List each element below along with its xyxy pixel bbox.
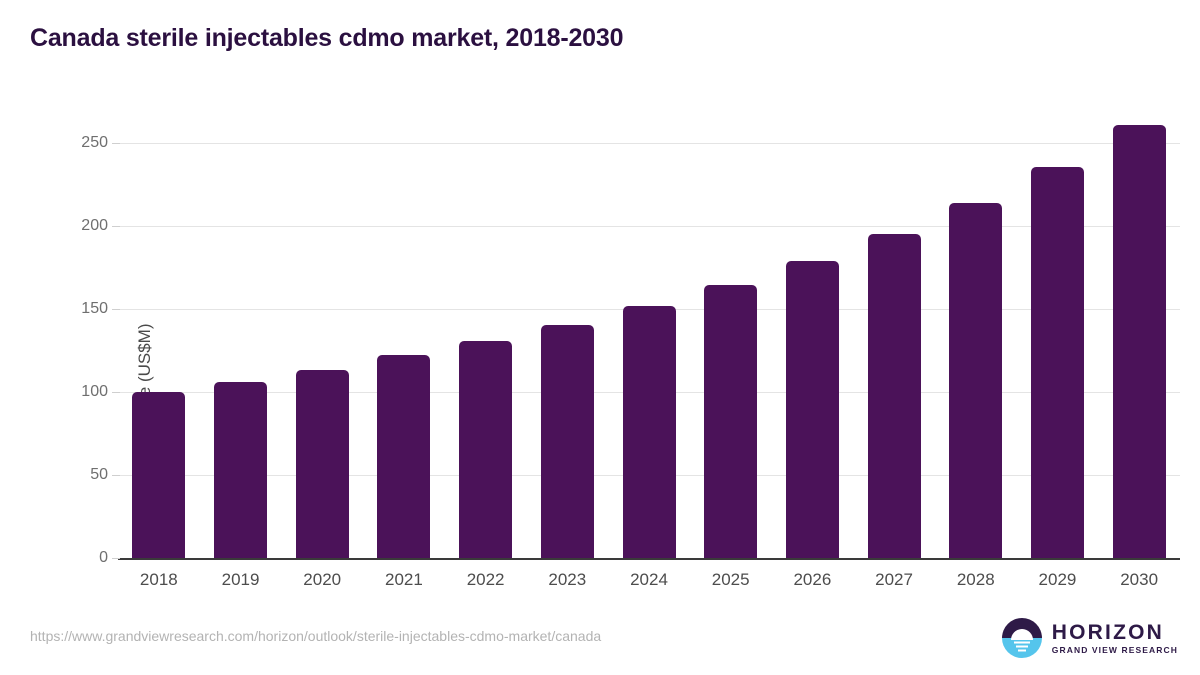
bar-2023[interactable] (540, 324, 594, 559)
x-tick-label: 2018 (139, 570, 178, 589)
y-tick-label: 50 (90, 466, 108, 484)
x-tick-label: 2023 (548, 570, 587, 589)
horizon-logo-icon (1001, 617, 1043, 659)
x-tick-label: 2021 (385, 570, 423, 589)
y-tick-label: 150 (81, 300, 108, 318)
x-tick-label: 2027 (875, 570, 913, 589)
bar-2021[interactable] (377, 355, 431, 559)
x-tick-label: 2026 (793, 570, 832, 589)
gridline (118, 143, 1180, 145)
bar-2024[interactable] (622, 305, 676, 559)
x-axis-line (118, 558, 1180, 560)
horizon-logo-text: HORIZON GRAND VIEW RESEARCH (1052, 622, 1178, 655)
bar-2026[interactable] (785, 261, 839, 559)
x-tick-label: 2019 (221, 570, 260, 589)
y-tick-label: 100 (81, 383, 108, 401)
logo-name: HORIZON (1051, 620, 1165, 644)
x-tick-label: 2030 (1120, 570, 1159, 589)
x-tick-label: 2022 (466, 570, 505, 589)
bar-2030[interactable] (1112, 125, 1166, 559)
x-tick-label: 2029 (1038, 570, 1077, 589)
horizon-logo[interactable]: HORIZON GRAND VIEW RESEARCH (1001, 616, 1178, 660)
plot-area: Market Size (US$M) (118, 110, 1180, 559)
bar-2025[interactable] (704, 284, 758, 559)
y-tick-label: 0 (99, 549, 108, 566)
bar-2028[interactable] (949, 202, 1003, 559)
bar-2022[interactable] (459, 340, 513, 559)
x-tick-label: 2024 (630, 570, 668, 589)
x-tick-label: 2025 (711, 570, 750, 589)
bar-2027[interactable] (867, 234, 921, 559)
gridline (118, 226, 1180, 228)
logo-tagline: GRAND VIEW RESEARCH (1051, 644, 1178, 655)
bar-2029[interactable] (1030, 166, 1084, 559)
bar-2019[interactable] (214, 382, 268, 559)
bar-2020[interactable] (295, 369, 349, 559)
page-title: Canada sterile injectables cdmo market, … (30, 24, 624, 52)
source-url[interactable]: https://www.grandviewresearch.com/horizo… (30, 628, 602, 644)
x-tick-label: 2028 (956, 570, 995, 589)
bar-2018[interactable] (132, 392, 186, 559)
y-tick-label: 200 (81, 217, 108, 235)
x-tick-label: 2020 (303, 570, 342, 589)
y-tick-label: 250 (81, 134, 108, 152)
